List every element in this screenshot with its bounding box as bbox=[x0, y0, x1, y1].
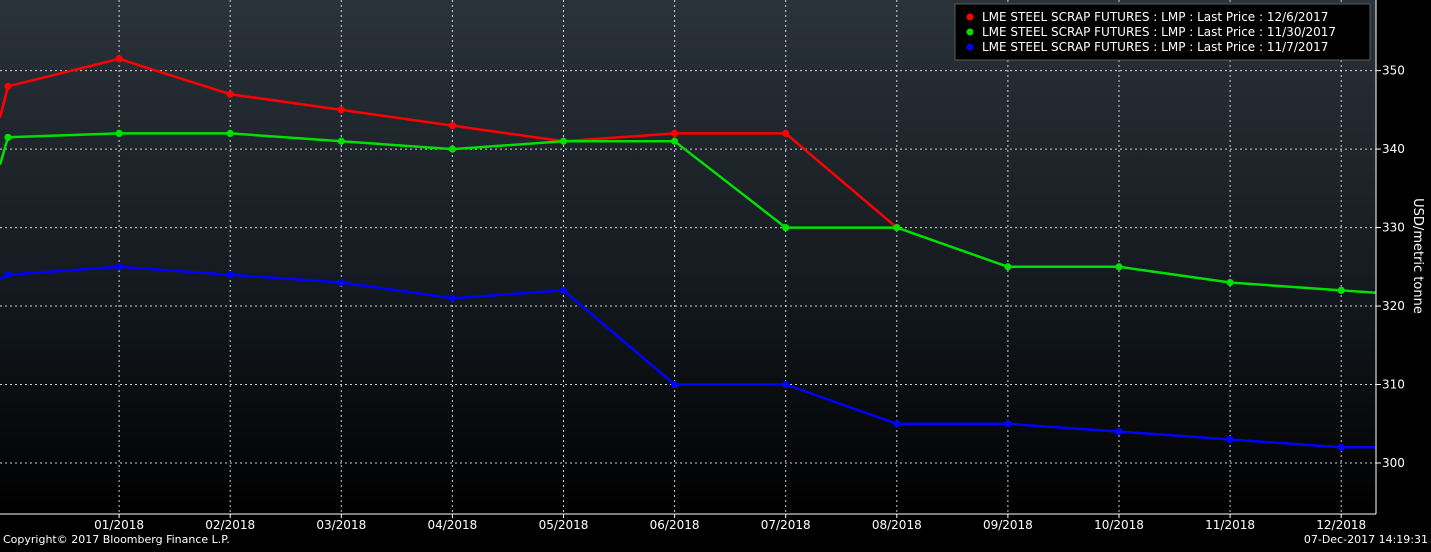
plot-background bbox=[0, 0, 1376, 514]
data-point bbox=[671, 137, 679, 145]
y-tick-label: 350 bbox=[1382, 64, 1405, 78]
data-point bbox=[1226, 435, 1234, 444]
data-point bbox=[1004, 263, 1012, 271]
x-tick-label: 12/2018 bbox=[1316, 518, 1366, 532]
data-point bbox=[1115, 428, 1123, 436]
data-point bbox=[115, 263, 123, 271]
legend-label: LME STEEL SCRAP FUTURES : LMP : Last Pri… bbox=[982, 25, 1336, 39]
y-tick-label: 320 bbox=[1382, 299, 1405, 313]
x-axis-ticks: 01/2018 02/2018 03/2018 04/2018 05/2018 06/20… bbox=[94, 514, 1366, 532]
data-point bbox=[1004, 420, 1012, 428]
y-tick-label: 310 bbox=[1382, 378, 1405, 392]
data-point bbox=[448, 145, 456, 153]
y-tick-label: 300 bbox=[1382, 456, 1405, 470]
legend-box bbox=[954, 3, 1371, 61]
data-point bbox=[226, 129, 234, 138]
data-point bbox=[115, 129, 123, 138]
data-point bbox=[4, 82, 12, 90]
data-point bbox=[782, 129, 790, 138]
data-point bbox=[448, 121, 456, 130]
data-point bbox=[448, 294, 456, 302]
y-tick-label: 340 bbox=[1382, 142, 1405, 156]
legend-marker bbox=[966, 13, 974, 21]
data-point bbox=[782, 223, 790, 232]
data-point bbox=[1226, 278, 1234, 287]
data-point bbox=[559, 137, 568, 145]
x-tick-label: 09/2018 bbox=[983, 518, 1033, 532]
grid-lines bbox=[0, 0, 1376, 514]
data-point bbox=[893, 223, 901, 232]
data-point bbox=[226, 271, 234, 279]
data-point bbox=[1337, 286, 1345, 294]
data-point bbox=[671, 380, 679, 389]
series-line bbox=[0, 57, 898, 229]
data-point bbox=[559, 286, 568, 294]
data-point bbox=[1337, 443, 1345, 451]
copyright-text: Copyright© 2017 Bloomberg Finance L.P. bbox=[3, 533, 230, 546]
x-tick-label: 07/2018 bbox=[761, 518, 811, 532]
timestamp-text: 07-Dec-2017 14:19:31 bbox=[1304, 533, 1428, 546]
legend-marker bbox=[966, 43, 974, 51]
data-point bbox=[782, 380, 790, 389]
series-layer bbox=[0, 55, 1377, 451]
legend-label: LME STEEL SCRAP FUTURES : LMP : Last Pri… bbox=[982, 10, 1328, 24]
data-point bbox=[337, 137, 345, 145]
data-point bbox=[671, 129, 679, 138]
data-point bbox=[893, 420, 901, 428]
x-tick-label: 08/2018 bbox=[872, 518, 922, 532]
y-axis-label: USD/metric tonne bbox=[1410, 198, 1425, 314]
data-point bbox=[337, 106, 345, 114]
x-tick-label: 02/2018 bbox=[205, 518, 255, 532]
x-tick-label: 10/2018 bbox=[1094, 518, 1144, 532]
data-point bbox=[4, 133, 12, 141]
x-tick-label: 03/2018 bbox=[316, 518, 366, 532]
data-point bbox=[337, 278, 345, 287]
data-point bbox=[4, 271, 12, 279]
x-tick-label: 04/2018 bbox=[427, 518, 477, 532]
y-tick-label: 330 bbox=[1382, 221, 1405, 235]
x-tick-label: 06/2018 bbox=[650, 518, 700, 532]
legend: LME STEEL SCRAP FUTURES : LMP : Last Pri… bbox=[954, 3, 1371, 61]
legend-label: LME STEEL SCRAP FUTURES : LMP : Last Pri… bbox=[982, 40, 1328, 54]
x-tick-label: 11/2018 bbox=[1205, 518, 1255, 532]
data-point bbox=[1115, 263, 1123, 271]
legend-marker bbox=[966, 28, 974, 36]
x-tick-label: 01/2018 bbox=[94, 518, 144, 532]
data-point bbox=[226, 90, 234, 98]
y-axis-ticks: 300 310 320 330 340 350 bbox=[1376, 64, 1405, 470]
data-point bbox=[115, 55, 123, 63]
x-tick-label: 05/2018 bbox=[539, 518, 589, 532]
